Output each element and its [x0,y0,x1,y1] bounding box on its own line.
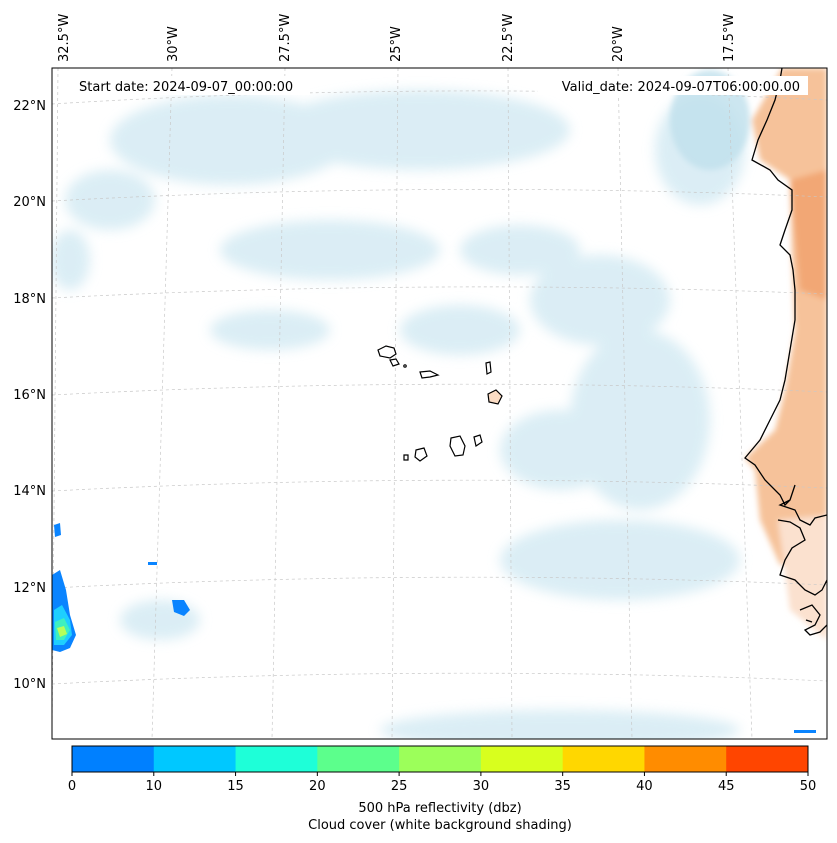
cape-verde-islands [377,345,503,462]
colorbar-tick-label: 20 [309,779,326,794]
start-date-label: Start date: 2024-09-07_00:00:00 [79,80,293,95]
colorbar-segment [235,746,318,772]
lat-label: 12°N [13,581,46,596]
start-date-box [70,76,310,95]
colorbar-segment [726,746,809,772]
colorbar-segment [153,746,237,772]
valid-date-label: Valid_date: 2024-09-07T06:00:00.00 [562,80,800,95]
map-frame [51,67,828,740]
african-coastline [744,68,827,636]
colorbar-segment [480,746,564,772]
colorbar-segment [644,746,727,772]
colorbar-tick-label: 25 [391,779,408,794]
lon-label: 32.5°W [57,14,72,62]
colorbar-segment [562,746,645,772]
colorbar-ticks: 0 10 15 20 25 30 35 40 45 50 [68,772,816,794]
reflectivity-cells [52,523,816,733]
lon-label: 17.5°W [722,14,737,62]
colorbar-tick-label: 35 [554,779,571,794]
longitude-labels: 32.5°W 30°W 27.5°W 25°W 22.5°W 20°W 17.5… [57,14,737,62]
lon-label: 22.5°W [501,14,516,62]
colorbar-frame [71,745,809,773]
colorbar-label: 500 hPa reflectivity (dbz) [358,801,522,816]
lat-label: 20°N [13,195,46,210]
lat-label: 16°N [13,388,46,403]
colorbar-tick-label: 30 [473,779,490,794]
lat-label: 22°N [13,99,46,114]
colorbar-sublabel: Cloud cover (white background shading) [308,818,572,833]
colorbar-tick-label: 40 [636,779,653,794]
colorbar [72,746,809,772]
lat-label: 18°N [13,292,46,307]
colorbar-tick-label: 0 [68,779,76,794]
lon-label: 30°W [166,26,181,62]
colorbar-tick-label: 15 [227,779,244,794]
colorbar-segment [317,746,400,772]
latitude-labels: 22°N 20°N 18°N 16°N 14°N 12°N 10°N [13,99,46,692]
graticule [52,68,827,739]
lon-label: 27.5°W [278,14,293,62]
land-shading [670,68,827,640]
colorbar-segment [72,746,155,772]
lon-label: 25°W [389,26,404,62]
lon-label: 20°W [611,26,626,62]
lat-label: 14°N [13,484,46,499]
colorbar-segment [399,746,482,772]
valid-date-box [538,76,808,95]
lat-label: 10°N [13,677,46,692]
colorbar-tick-label: 50 [800,779,817,794]
colorbar-tick-label: 45 [718,779,735,794]
colorbar-tick-label: 10 [146,779,163,794]
